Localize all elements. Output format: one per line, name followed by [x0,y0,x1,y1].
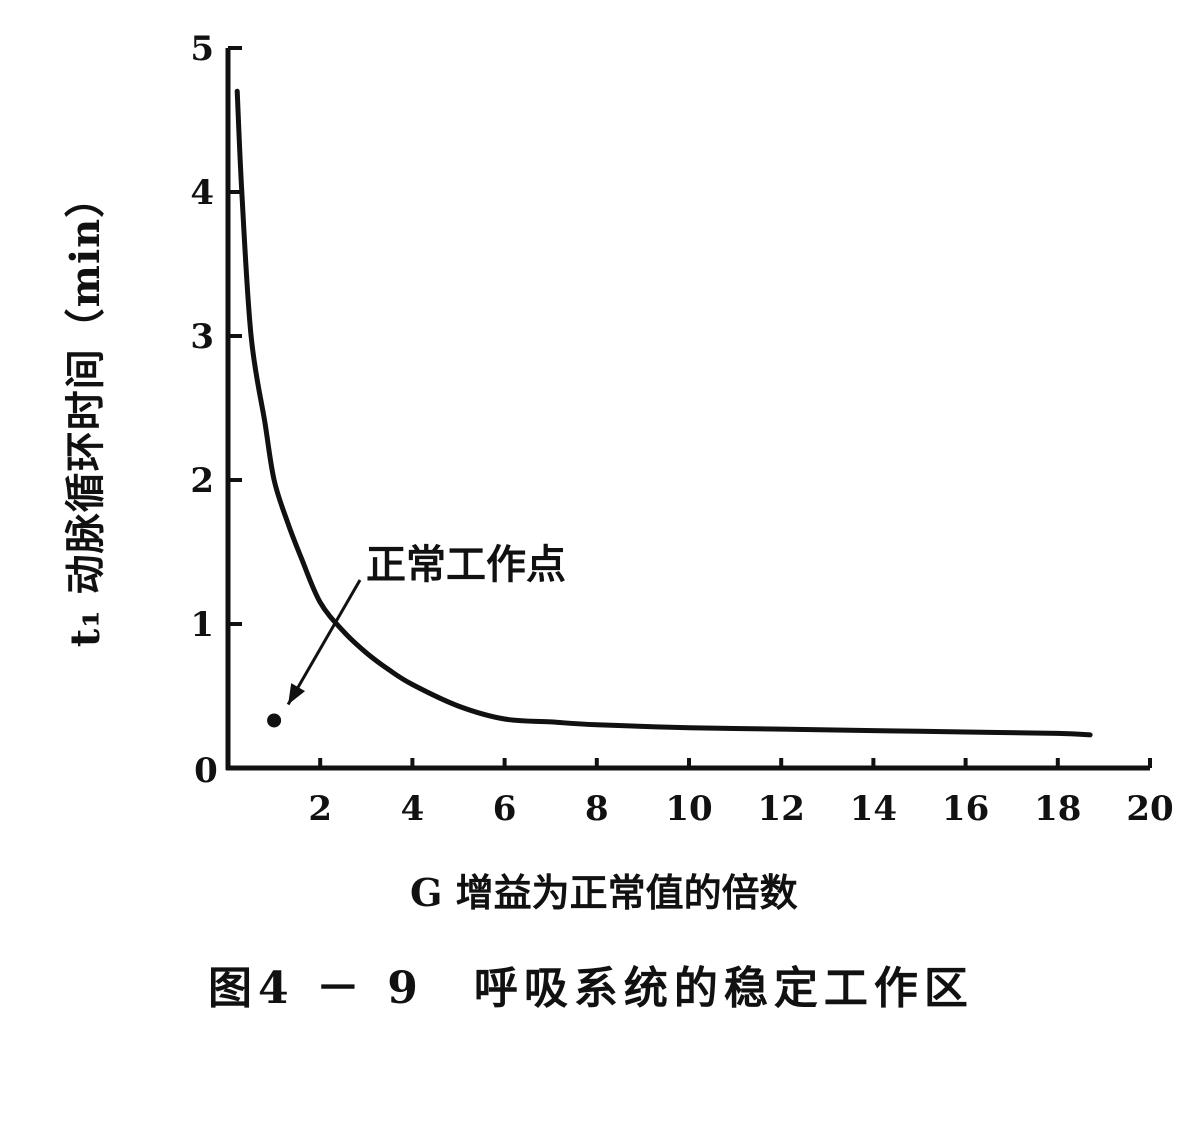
axes [225,48,1150,771]
x-tick-label: 12 [758,789,805,829]
normal-operating-point [267,713,282,728]
x-tick-label: 0 [194,751,218,791]
figure-caption: 图4 － 9 呼吸系统的稳定工作区 [208,963,974,1014]
y-tick-label: 4 [190,173,214,213]
x-tick-label: 16 [942,789,989,829]
normal-operating-point-label: 正常工作点 [366,541,566,588]
x-tick-label: 20 [1126,789,1173,829]
annotation-arrow-head [288,683,306,705]
x-tick-label: 6 [493,789,517,829]
y-tick-label: 1 [190,605,214,645]
annotation-arrow-line [286,579,362,706]
x-tick-label: 14 [850,789,897,829]
y-tick-label: 5 [190,29,214,69]
points [267,579,362,728]
y-axis-label: t₁ 动脉循环时间（min） [62,176,109,648]
y-tick-label: 2 [190,461,214,501]
x-tick-label: 8 [585,789,609,829]
x-axis-label: G 增益为正常值的倍数 [410,870,798,915]
x-tick-label: 2 [308,789,332,829]
series [234,88,1093,738]
x-tick-label: 18 [1034,789,1081,829]
stability-curve [234,88,1093,738]
y-tick-label: 3 [190,317,214,357]
x-tick-label: 4 [401,789,425,829]
x-tick-label: 10 [665,789,712,829]
